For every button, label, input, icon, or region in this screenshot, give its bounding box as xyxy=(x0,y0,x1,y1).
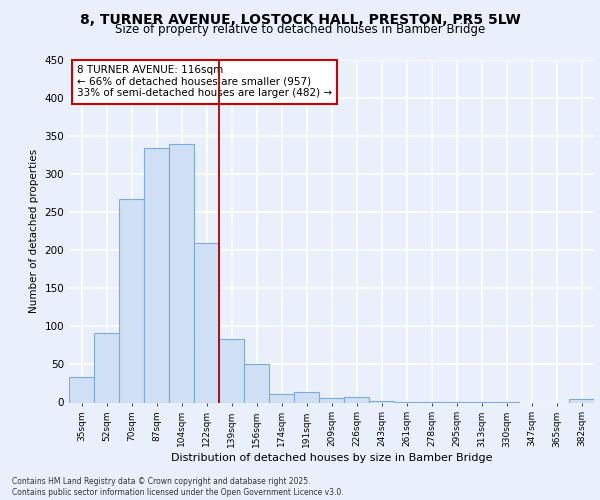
Bar xyxy=(344,397,369,402)
Y-axis label: Number of detached properties: Number of detached properties xyxy=(29,149,39,314)
Bar xyxy=(144,148,169,402)
Bar xyxy=(169,144,194,402)
Bar xyxy=(294,392,319,402)
Text: Size of property relative to detached houses in Bamber Bridge: Size of property relative to detached ho… xyxy=(115,22,485,36)
Bar xyxy=(569,400,594,402)
Text: Contains HM Land Registry data © Crown copyright and database right 2025.: Contains HM Land Registry data © Crown c… xyxy=(12,477,311,486)
Bar xyxy=(94,333,119,402)
Bar xyxy=(269,394,294,402)
Bar xyxy=(219,338,244,402)
Bar xyxy=(319,398,344,402)
Bar xyxy=(119,198,144,402)
X-axis label: Distribution of detached houses by size in Bamber Bridge: Distribution of detached houses by size … xyxy=(171,454,492,464)
Text: 8 TURNER AVENUE: 116sqm
← 66% of detached houses are smaller (957)
33% of semi-d: 8 TURNER AVENUE: 116sqm ← 66% of detache… xyxy=(77,65,332,98)
Bar xyxy=(244,364,269,403)
Bar xyxy=(369,401,394,402)
Bar xyxy=(194,242,219,402)
Bar xyxy=(69,378,94,402)
Text: Contains public sector information licensed under the Open Government Licence v3: Contains public sector information licen… xyxy=(12,488,344,497)
Text: 8, TURNER AVENUE, LOSTOCK HALL, PRESTON, PR5 5LW: 8, TURNER AVENUE, LOSTOCK HALL, PRESTON,… xyxy=(80,12,520,26)
